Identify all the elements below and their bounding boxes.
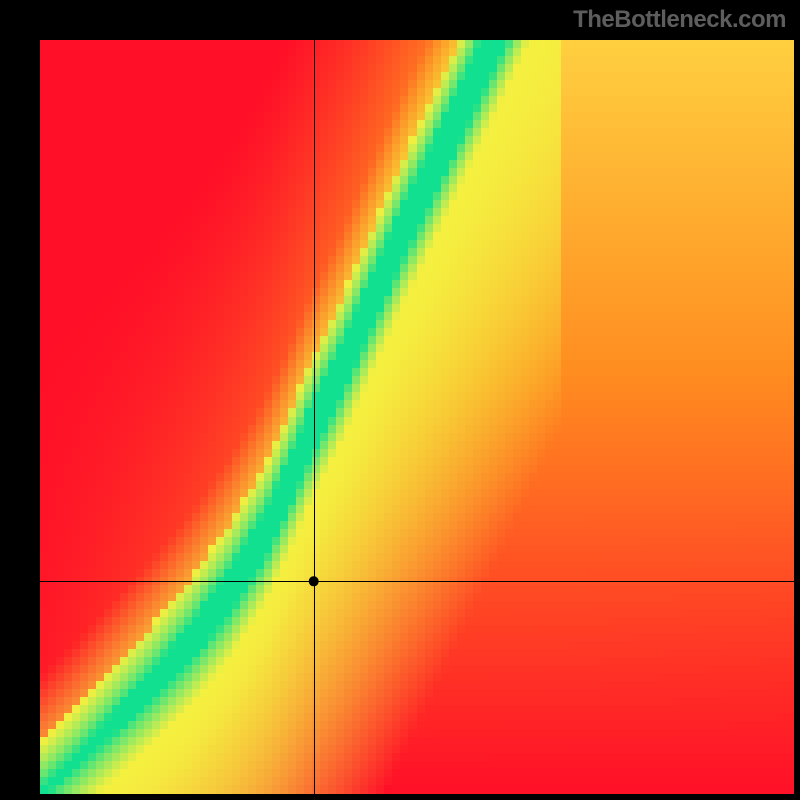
heatmap-canvas-wrap <box>40 40 794 794</box>
bottleneck-heatmap <box>40 40 794 794</box>
chart-frame: TheBottleneck.com <box>0 0 800 800</box>
watermark-text: TheBottleneck.com <box>573 6 786 34</box>
